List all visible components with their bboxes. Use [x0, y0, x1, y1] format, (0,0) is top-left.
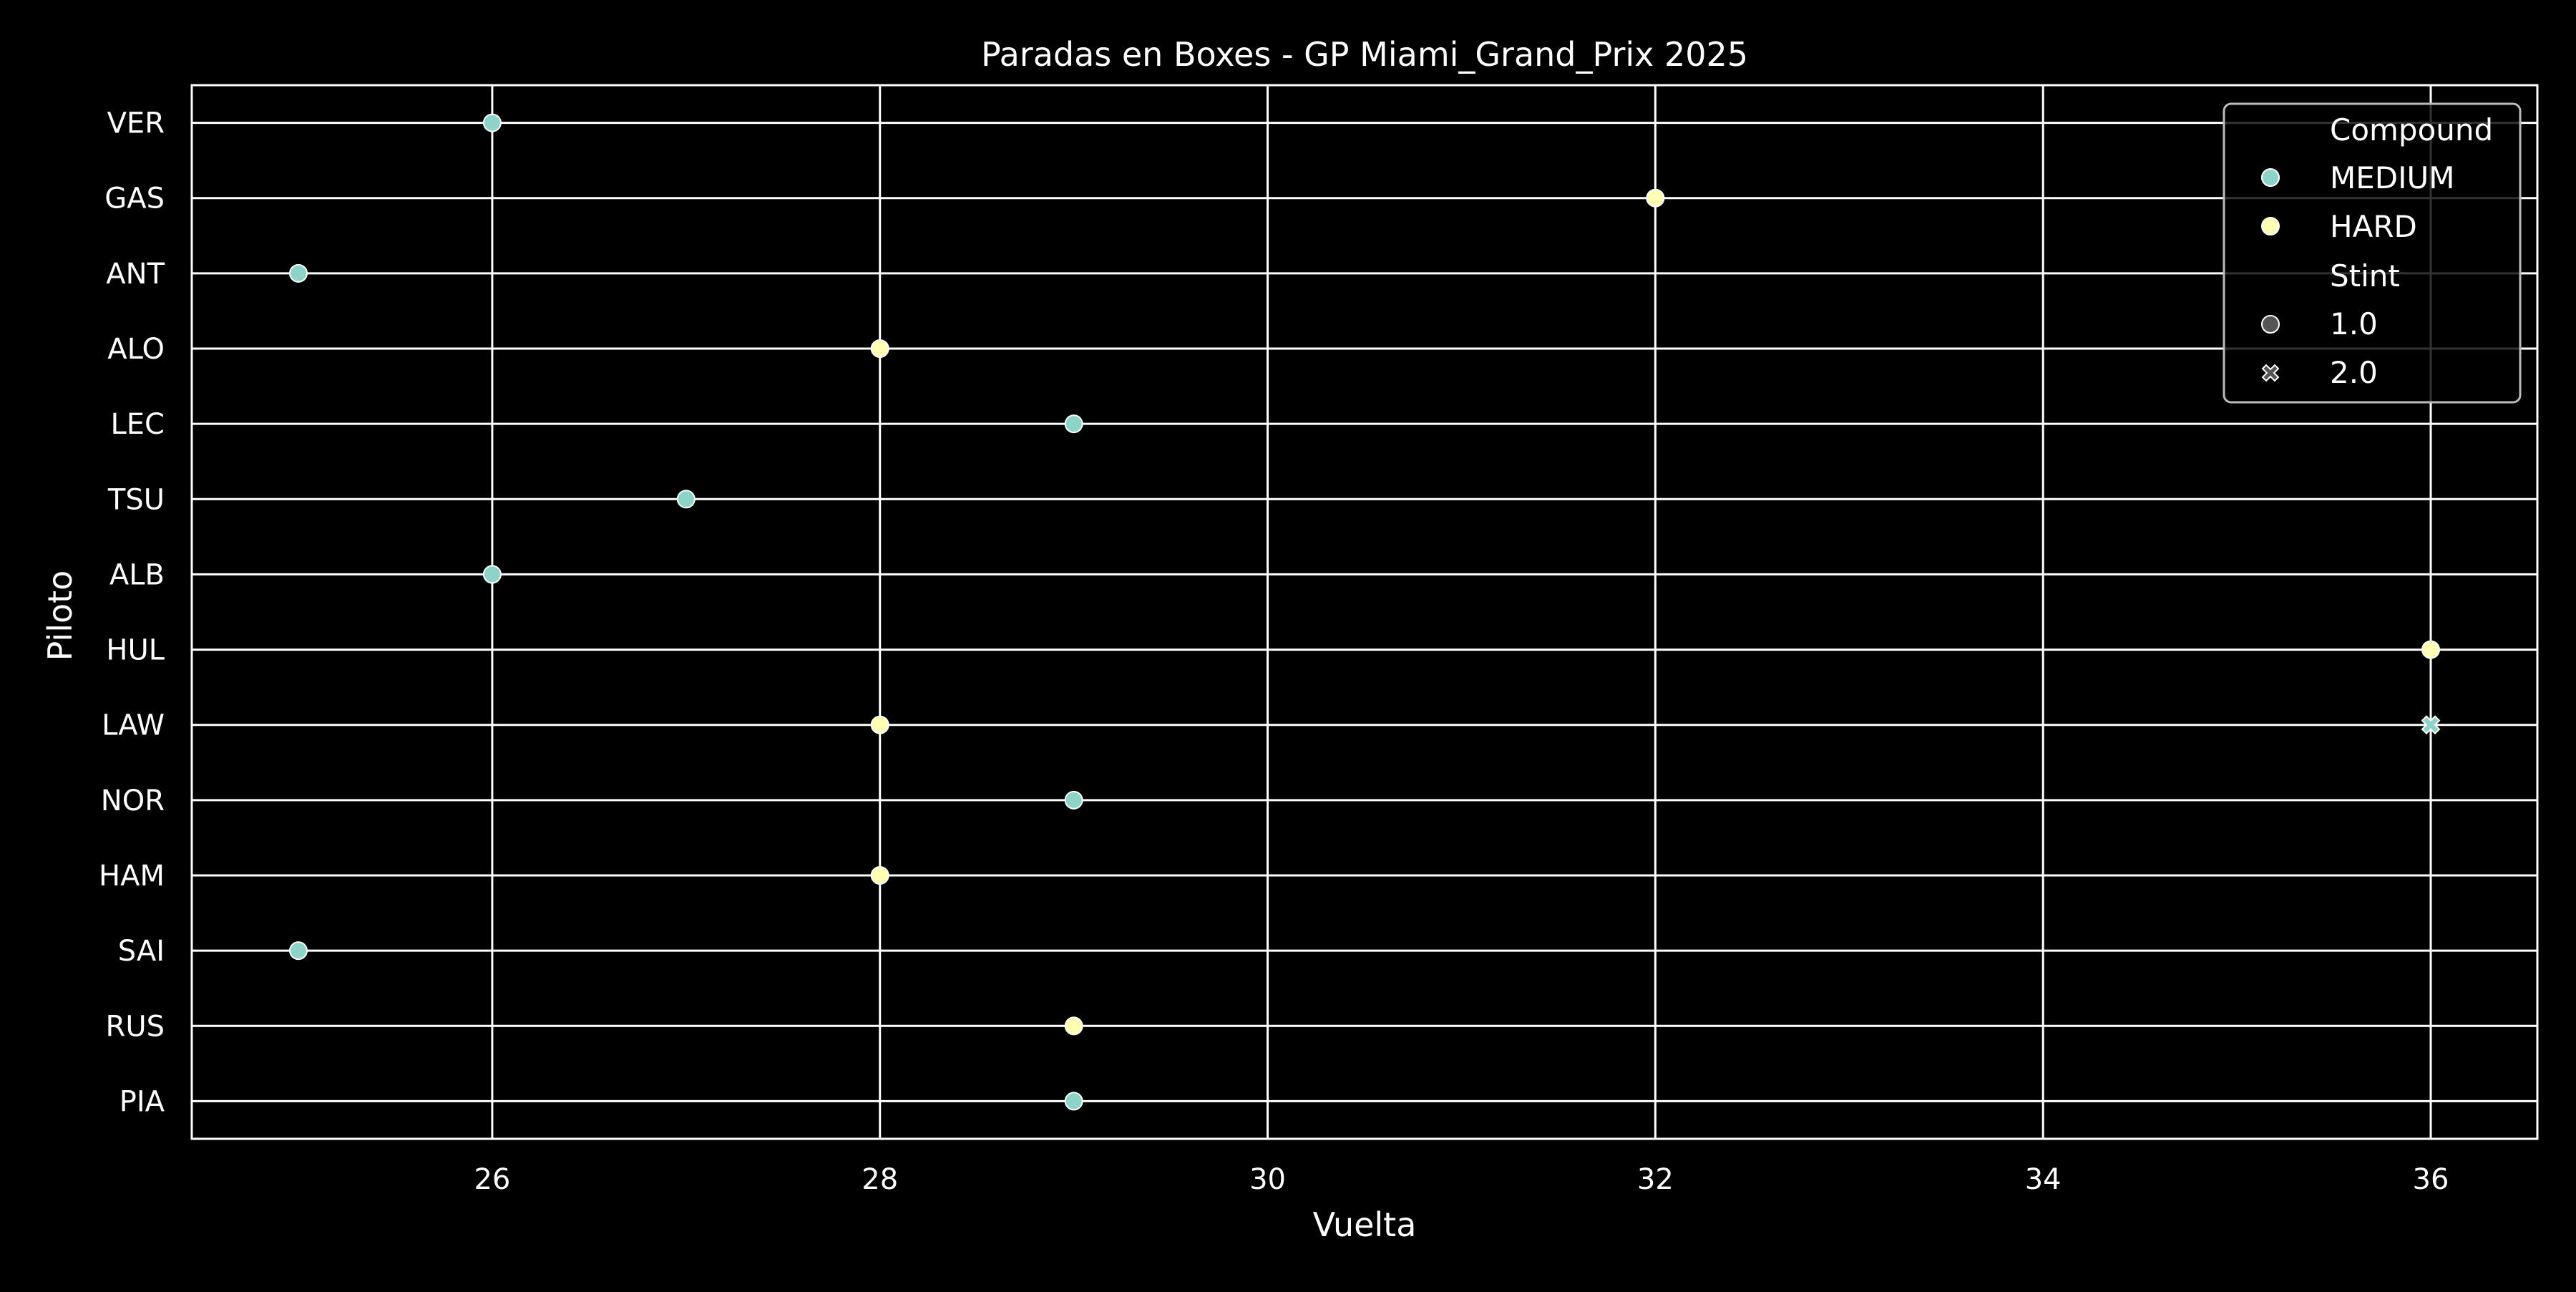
y-tick-label: RUS	[106, 1010, 165, 1043]
data-point-ant	[289, 263, 308, 283]
x-axis-label: Vuelta	[1313, 1205, 1417, 1244]
plot-frame	[190, 84, 2539, 1140]
legend-style-title: Stint	[2330, 258, 2400, 293]
y-tick-label: PIA	[119, 1085, 165, 1118]
y-tick-label: VER	[107, 107, 165, 140]
y-tick-label: NOR	[101, 785, 165, 817]
x-tick-label: 26	[474, 1163, 510, 1196]
y-tick-label: TSU	[107, 483, 165, 516]
legend: Compound MEDIUM HARD Stint 1.0 2.0	[2223, 102, 2522, 404]
y-axis-label: Piloto	[41, 570, 79, 661]
y-tick-label: LEC	[111, 408, 165, 441]
legend-medium-label: MEDIUM	[2330, 160, 2454, 195]
x-tick-label: 32	[1637, 1163, 1674, 1196]
data-point-pia	[1064, 1092, 1083, 1111]
data-point-lec	[1064, 414, 1083, 434]
data-point-law	[870, 715, 889, 734]
data-point-tsu	[676, 490, 696, 509]
legend-stint-1-marker	[2261, 315, 2280, 334]
y-tick-label: ALO	[107, 333, 165, 366]
x-tick-labels: 26 28 30 32 34 36	[474, 1163, 2449, 1196]
y-tick-label: GAS	[104, 183, 165, 215]
legend-hard-marker	[2261, 217, 2280, 235]
data-point-gas	[1646, 188, 1665, 208]
y-tick-label: HAM	[99, 860, 165, 893]
y-tick-label: LAW	[102, 709, 165, 742]
legend-stint-2-label: 2.0	[2330, 355, 2378, 390]
x-tick-label: 28	[862, 1163, 898, 1196]
y-tick-label: ANT	[106, 258, 165, 291]
x-tick-label: 30	[1249, 1163, 1286, 1196]
legend-medium-marker	[2261, 168, 2280, 187]
x-tick-label: 34	[2025, 1163, 2062, 1196]
data-point-nor	[1064, 790, 1083, 810]
data-point-alo	[870, 339, 889, 358]
data-point-ver	[482, 113, 502, 132]
legend-box	[2223, 102, 2522, 404]
data-point-sai	[289, 941, 308, 961]
data-point-ham	[870, 866, 889, 885]
data-point-law-stint2	[2421, 715, 2441, 735]
data-point-alb	[482, 565, 502, 584]
data-point-hul	[2421, 640, 2440, 659]
legend-stint-2-marker	[2261, 364, 2280, 382]
legend-hard-label: HARD	[2330, 209, 2417, 244]
data-point-rus	[1064, 1016, 1083, 1036]
data-points	[289, 113, 2441, 1111]
y-tick-labels: VER GAS ANT ALO LEC TSU ALB HUL LAW NOR HAM SAI RUS P…	[99, 107, 165, 1119]
y-tick-label: HUL	[106, 634, 165, 667]
legend-hue-title: Compound	[2330, 112, 2493, 147]
y-tick-label: ALB	[109, 558, 165, 591]
legend-stint-1-label: 1.0	[2330, 306, 2378, 341]
chart-title: Paradas en Boxes - GP Miami_Grand_Prix 2…	[981, 35, 1748, 74]
y-tick-label: SAI	[118, 935, 165, 968]
x-tick-label: 36	[2413, 1163, 2449, 1196]
